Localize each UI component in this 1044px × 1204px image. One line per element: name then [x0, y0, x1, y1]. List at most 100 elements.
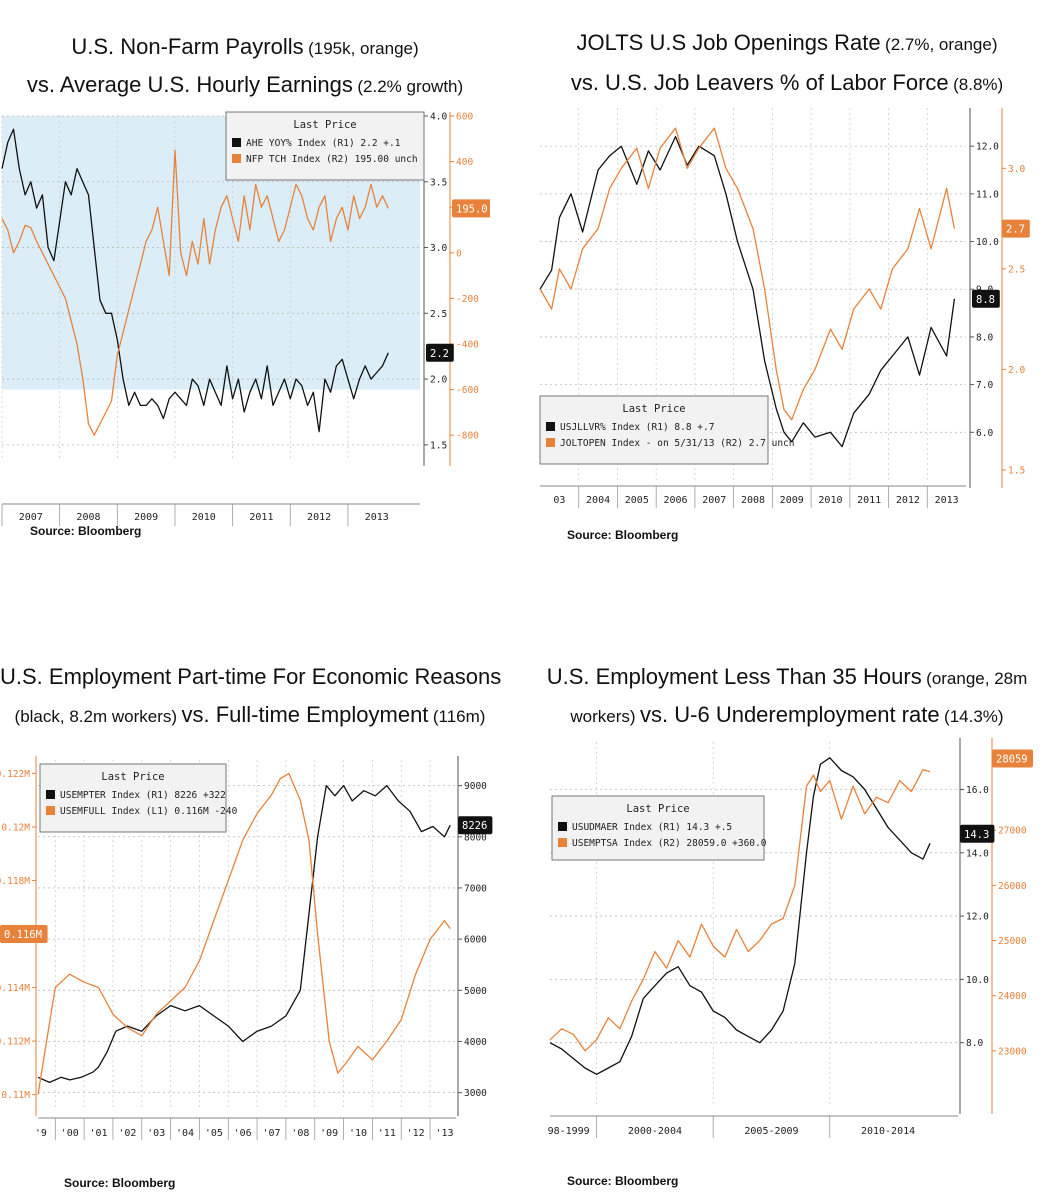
- tag-label: 2.7: [1006, 224, 1025, 236]
- x-tick-label: '05: [205, 1128, 223, 1139]
- series-line-2: [37, 772, 451, 1095]
- y-tick-label: -200: [456, 294, 479, 305]
- last-price-tag: 0.116M: [0, 925, 48, 943]
- last-price-tag: 14.3: [960, 824, 995, 843]
- y-tick-label: 3.0: [1008, 164, 1025, 175]
- x-tick-label: '9: [35, 1128, 47, 1139]
- y-tick-label: 0: [456, 248, 462, 259]
- y-tick-label: 12.0: [966, 912, 989, 923]
- x-tick-label: '07: [262, 1128, 280, 1139]
- x-tick-label: '11: [378, 1128, 396, 1139]
- y-tick-label: 12.0: [976, 142, 999, 153]
- y-tick-label: 2.5: [430, 309, 447, 320]
- x-tick-label: '06: [234, 1128, 252, 1139]
- legend-entry: USEMPTSA Index (R2) 28059.0 +360.0: [572, 838, 767, 849]
- chart-plot: 03 2004 2005 2006 2007 2008 2009 2010 2011 2012 20…: [539, 108, 1030, 508]
- source-note: Source: Bloomberg: [567, 1174, 679, 1188]
- x-tick-label: 2004: [586, 495, 610, 506]
- y-tick-label: 600: [456, 112, 473, 123]
- tag-box: [452, 199, 490, 218]
- tag-label: 8.8: [976, 294, 995, 306]
- chart-panel-parttime: U.S. Employment Part-time For Economic R…: [0, 650, 502, 1204]
- x-tick-label: 2005: [625, 495, 649, 506]
- y-tick-label: 6.0: [976, 428, 993, 439]
- tag-box: [960, 824, 995, 843]
- y-tick-label: 11.0: [976, 189, 999, 200]
- legend-swatch: [546, 422, 555, 431]
- legend-swatch: [46, 806, 55, 815]
- legend-entry: USUDMAER Index (R1) 14.3 +.5: [572, 822, 732, 833]
- series-line-1: [37, 784, 451, 1084]
- x-tick-label: 2000-2004: [628, 1126, 682, 1137]
- y-tick-label: 27000: [998, 826, 1027, 837]
- y-tick-label: 7000: [464, 883, 487, 894]
- chart-title: U.S. Employment Part-time For Economic R…: [0, 664, 502, 689]
- y-tick-label: 16.0: [966, 785, 989, 796]
- source-note: Source: Bloomberg: [64, 1176, 176, 1190]
- legend-box: Last Price USJLLVR% Index (R1) 8.8 +.7 JOL…: [539, 395, 795, 465]
- tag-label: 14.3: [964, 829, 989, 841]
- legend-swatch: [232, 154, 241, 163]
- series-line-2: [549, 768, 931, 1052]
- legend-background: [39, 763, 227, 833]
- chart-plot: '9 '00 '01 '02 '03 '04 '05 '06 '07 '08 '09 '10 '11 '1…: [0, 756, 493, 1140]
- legend-entry: AHE YOY% Index (R1) 2.2 +.1: [246, 138, 401, 149]
- y-tick-label: 1.5: [430, 440, 447, 451]
- x-tick-label: 2005-2009: [744, 1126, 798, 1137]
- y-tick-label: 24000: [998, 991, 1027, 1002]
- y-tick-label: 2.0: [1008, 365, 1025, 376]
- y-tick-label: 8.0: [966, 1038, 983, 1049]
- x-tick-label: 2008: [741, 495, 765, 506]
- x-tick-label: 2007: [19, 512, 43, 523]
- x-tick-label: 2012: [307, 512, 331, 523]
- legend-background: [539, 395, 769, 465]
- last-price-tag: 28059: [992, 749, 1033, 768]
- x-tick-label: '10: [349, 1128, 367, 1139]
- legend-background: [225, 111, 425, 181]
- y-tick-label: 10.0: [966, 975, 989, 986]
- x-tick-label: 2008: [76, 512, 100, 523]
- y-tick-label: 0.118M: [0, 876, 30, 887]
- y-tick-label: -600: [456, 385, 479, 396]
- y-tick-label: 5000: [464, 986, 487, 997]
- source-note: Source: Bloomberg: [567, 528, 679, 542]
- chart-subtitle: (black, 8.2m workers) vs. Full-time Empl…: [14, 702, 486, 727]
- last-price-tag: 195.0: [452, 199, 490, 218]
- legend-swatch: [558, 838, 567, 847]
- legend-box: Last Price USUDMAER Index (R1) 14.3 +.5 US…: [551, 795, 767, 861]
- x-tick-label: 2011: [857, 495, 881, 506]
- chart-plot: 2007 2008 2009 2010 2011 2012 2013 1.5 2.0 2.5 3.0…: [1, 111, 490, 526]
- tag-box: [992, 749, 1033, 768]
- y-tick-label: 23000: [998, 1046, 1027, 1057]
- plot-background-lower: [2, 389, 420, 458]
- y-tick-label: 2.5: [1008, 264, 1025, 275]
- series-line-1: [539, 135, 956, 448]
- x-tick-label: 2010: [192, 512, 216, 523]
- tag-box: [458, 816, 493, 835]
- tag-label: 28059: [996, 754, 1028, 766]
- x-tick-label: 2009: [134, 512, 158, 523]
- chart-panel-payrolls: U.S. Non-Farm Payrolls (195k, orange) vs…: [0, 0, 490, 560]
- y-tick-label: 0.112M: [0, 1037, 30, 1048]
- y-tick-label: 0.114M: [0, 983, 30, 994]
- y-tick-label: -800: [456, 431, 479, 442]
- legend-swatch: [546, 438, 555, 447]
- chart-title: U.S. Employment Less Than 35 Hours (oran…: [546, 664, 1028, 689]
- legend-entry: NFP TCH Index (R2) 195.00 unch: [246, 154, 418, 165]
- y-tick-label: 3.0: [430, 243, 447, 254]
- legend-header: Last Price: [626, 803, 689, 815]
- last-price-tag: 2.2: [426, 343, 454, 362]
- tag-label: 8226: [462, 820, 487, 832]
- x-tick-label: '09: [320, 1128, 338, 1139]
- legend-header: Last Price: [622, 403, 685, 415]
- legend-header: Last Price: [293, 119, 356, 131]
- y-tick-label: 3000: [464, 1088, 487, 1099]
- legend-entry: USEMPTER Index (R1) 8226 +322: [60, 790, 226, 801]
- chart-plot: 98-1999 2000-2004 2005-2009 2010-2014 8.0 10.…: [548, 738, 1033, 1138]
- x-tick-label: 2013: [935, 495, 959, 506]
- legend-entry: JOLTOPEN Index - on 5/31/13 (R2) 2.7 unc…: [560, 438, 795, 449]
- legend-box: Last Price AHE YOY% Index (R1) 2.2 +.1 NFP…: [225, 111, 425, 181]
- tag-label: 0.116M: [4, 929, 42, 941]
- y-tick-label: 25000: [998, 936, 1027, 947]
- chart-subtitle: vs. Average U.S. Hourly Earnings (2.2% g…: [26, 72, 464, 97]
